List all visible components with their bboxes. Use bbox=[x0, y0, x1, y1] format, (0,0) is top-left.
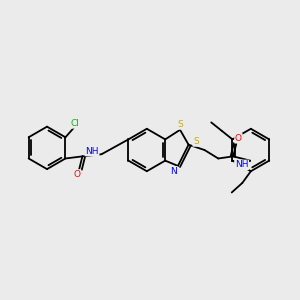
Text: S: S bbox=[193, 137, 199, 146]
Text: Cl: Cl bbox=[70, 119, 80, 128]
Text: S: S bbox=[177, 120, 183, 129]
Text: O: O bbox=[235, 134, 242, 143]
Text: NH: NH bbox=[235, 160, 248, 169]
Text: NH: NH bbox=[85, 147, 99, 156]
Text: O: O bbox=[74, 170, 81, 179]
Text: N: N bbox=[170, 167, 177, 176]
